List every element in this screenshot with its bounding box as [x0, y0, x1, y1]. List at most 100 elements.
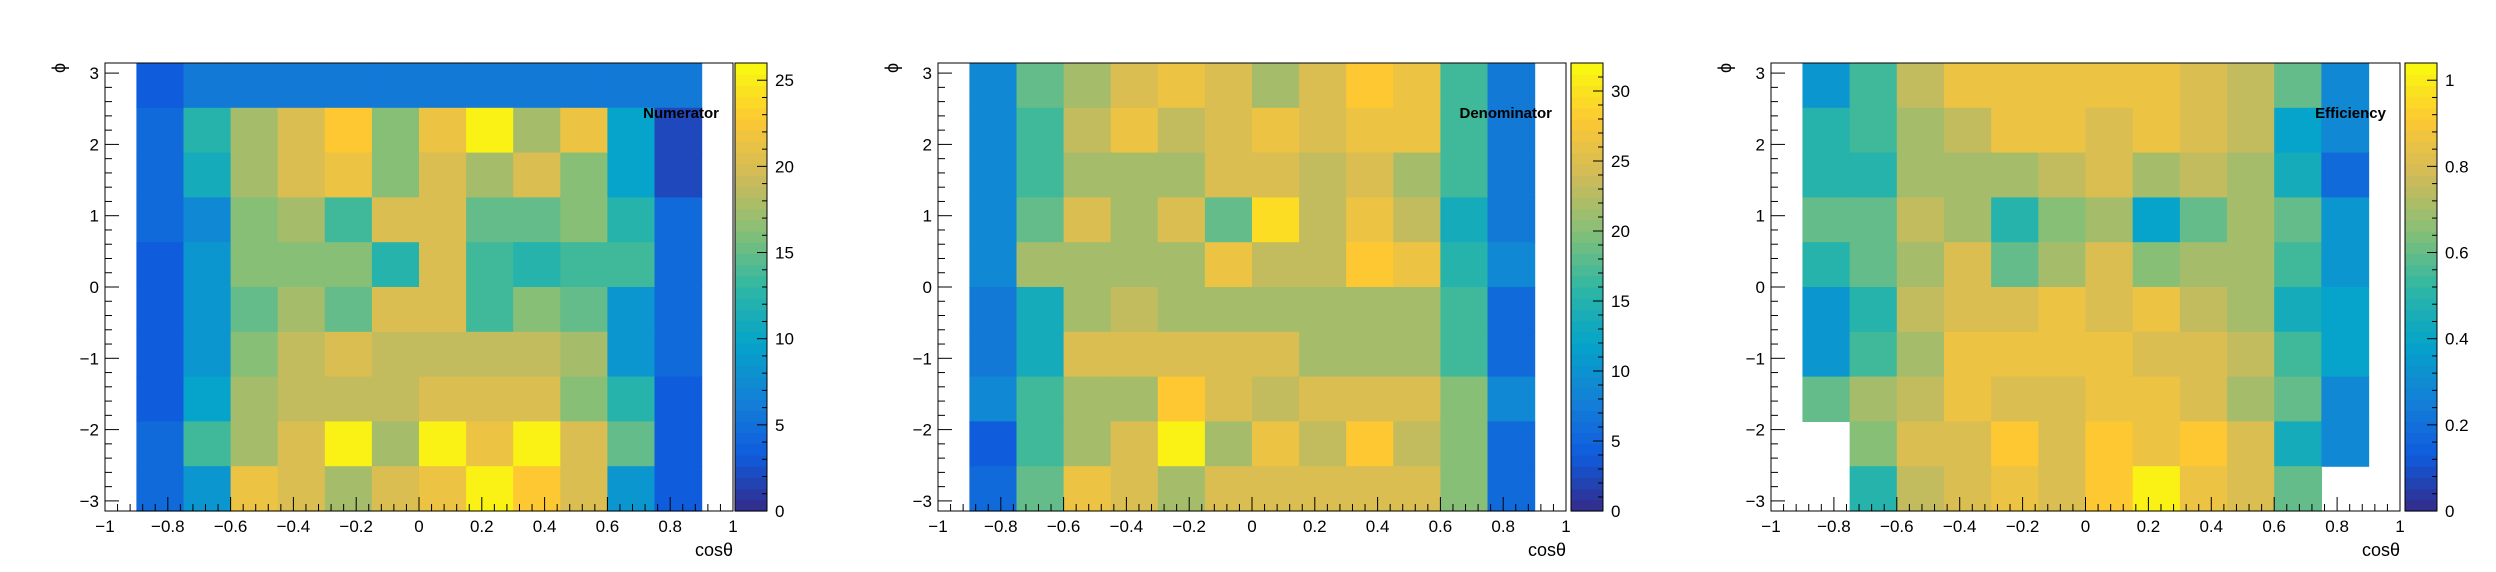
heatmap-cell [371, 152, 420, 198]
histogram-title: Efficiency [2315, 105, 2387, 122]
color-scale-segment [735, 387, 767, 400]
heatmap-cell [1393, 287, 1441, 333]
y-tick-label: 2 [1756, 135, 1765, 154]
heatmap-cell [136, 466, 185, 512]
x-tick-label: 0.6 [1429, 517, 1453, 536]
color-scale-segment [1571, 231, 1603, 243]
heatmap-cell [136, 197, 185, 243]
heatmap-cell [2132, 421, 2181, 467]
y-tick-label: −3 [1746, 492, 1765, 511]
heatmap-cell [560, 466, 608, 512]
heatmap-cell [1991, 242, 2039, 288]
heatmap-cell [1393, 63, 1441, 109]
heatmap-cell [1063, 242, 1112, 288]
heatmap-cell [654, 152, 703, 198]
heatmap-cell [1440, 376, 1489, 422]
heatmap-cell [1299, 107, 1347, 154]
color-scale-segment [2405, 219, 2437, 232]
heatmap-cell [324, 152, 373, 198]
heatmap-cell [230, 107, 279, 154]
heatmap-cell [183, 421, 232, 467]
color-scale-segment [2405, 287, 2437, 299]
heatmap-cell [277, 376, 326, 422]
heatmap-cell [1487, 376, 1536, 422]
heatmap-cell [419, 152, 467, 198]
color-scale-segment [1571, 264, 1603, 277]
heatmap-cell [1440, 152, 1489, 198]
color-scale-segment [1571, 432, 1603, 445]
heatmap-cell [1487, 197, 1536, 243]
heatmap-cell [1440, 331, 1489, 378]
heatmap-cell [277, 107, 326, 154]
color-scale-segment [2405, 499, 2437, 512]
heatmap-cell [1157, 242, 1206, 288]
heatmap-cell [607, 107, 656, 154]
heatmap-cell [1252, 242, 1300, 288]
heatmap-cell [1016, 63, 1065, 109]
color-scale-segment [735, 376, 767, 389]
heatmap-cell [1393, 152, 1441, 198]
heatmap-cell [1487, 331, 1536, 378]
color-scale-segment [2405, 163, 2437, 176]
z-tick-label: 0 [775, 502, 784, 521]
heatmap-cell [2038, 197, 2087, 243]
heatmap-cell [2038, 376, 2087, 422]
heatmap-cell [1393, 466, 1441, 512]
heatmap-cell [560, 331, 608, 378]
heatmap-cell [1346, 107, 1394, 154]
heatmap-cell [1252, 107, 1300, 154]
heatmap-cell [277, 242, 326, 288]
heatmap-cell [1063, 376, 1112, 422]
color-scale-segment [2405, 96, 2437, 109]
color-scale-segment [735, 253, 767, 266]
heatmap-cell [1110, 287, 1159, 333]
y-tick-label: 3 [1756, 64, 1765, 83]
heatmap-cell [1896, 152, 1945, 198]
color-scale-segment [1571, 343, 1603, 355]
heatmap-cell [513, 376, 561, 422]
heatmap-cell [1204, 242, 1253, 288]
color-scale-segment [735, 354, 767, 366]
color-scale-segment [2405, 242, 2437, 254]
heatmap-cell [2179, 331, 2228, 378]
color-scale-segment [735, 298, 767, 310]
heatmap-cell [183, 331, 232, 378]
heatmap-cell [2132, 152, 2181, 198]
heatmap-panel-3: −1 −0.8 −0.6 −0.4 −0.2 0 0.2 0.4 0.6 0.8 1 −3 −2 −1 0 1… [1715, 62, 2469, 560]
color-scale-segment [735, 107, 767, 120]
heatmap-cell [654, 63, 703, 109]
color-scale-segment [1571, 443, 1603, 456]
heatmap-cell [1440, 107, 1489, 154]
y-tick-label: −1 [913, 349, 932, 368]
heatmap-cell [513, 197, 561, 243]
color-scale-segment [1571, 208, 1603, 221]
heatmap-cell [371, 376, 420, 422]
color-scale-segment [735, 343, 767, 355]
heatmap-cell [2227, 376, 2275, 422]
heatmap-cell [1943, 376, 1992, 422]
heatmap-cell [654, 107, 703, 154]
heatmap-cell [607, 287, 656, 333]
heatmap-cell [371, 197, 420, 243]
color-scale-segment [1571, 365, 1603, 378]
heatmap-cell [1943, 107, 1992, 154]
heatmap-cell [1393, 421, 1441, 467]
heatmap-cell [419, 421, 467, 467]
heatmap-cell [1157, 197, 1206, 243]
heatmap-cell [371, 242, 420, 288]
heatmap-cell [2085, 152, 2134, 198]
heatmap-cell [1393, 376, 1441, 422]
x-tick-label: 0.4 [533, 517, 557, 536]
heatmap-cell [1943, 197, 1992, 243]
heatmap-cell [1802, 197, 1851, 243]
heatmap-cell [607, 376, 656, 422]
heatmap-cell [1016, 421, 1065, 467]
heatmap-cell [1204, 63, 1253, 109]
y-tick-label: −2 [80, 421, 99, 440]
heatmap-cell [2085, 466, 2134, 512]
heatmap-cell [1110, 466, 1159, 512]
heatmap-cell [1204, 466, 1253, 512]
heatmap-cell [2321, 242, 2370, 288]
heatmap-cell [1016, 197, 1065, 243]
